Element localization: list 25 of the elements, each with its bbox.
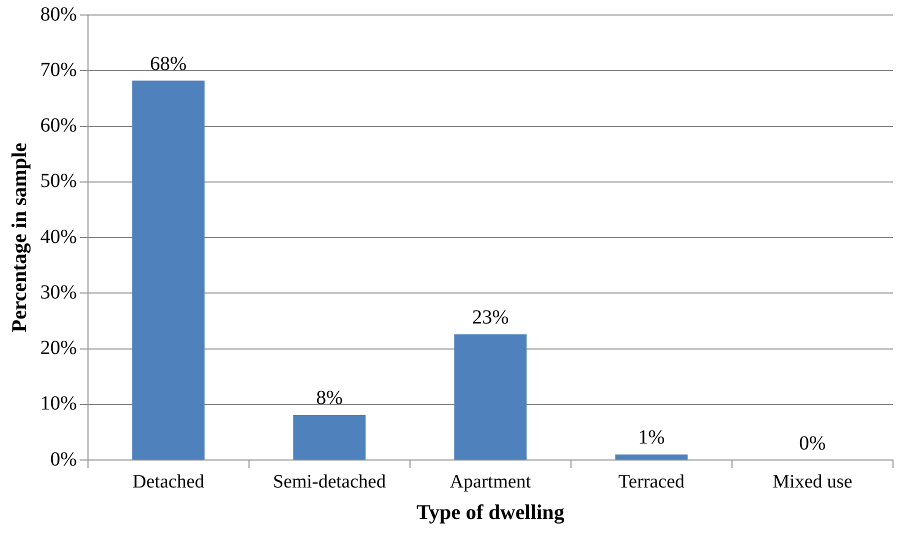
y-axis-title: Percentage in sample <box>7 142 32 332</box>
bar <box>132 80 205 460</box>
data-label: 0% <box>799 432 826 454</box>
data-label: 23% <box>472 306 509 329</box>
x-tick-label: Mixed use <box>772 471 852 492</box>
y-tick-label: 80% <box>40 3 77 26</box>
data-label: 1% <box>638 426 665 449</box>
bar <box>615 454 688 460</box>
x-tick-label: Semi-detached <box>272 471 386 492</box>
y-tick-label: 70% <box>40 58 77 81</box>
bar <box>293 414 366 460</box>
y-tick-label: 20% <box>40 337 77 359</box>
x-tick-label: Apartment <box>450 471 532 492</box>
x-tick-label: Terraced <box>618 471 686 492</box>
bar <box>454 334 527 460</box>
y-tick-label: 40% <box>40 226 77 248</box>
x-tick-label: Detached <box>132 471 205 492</box>
data-label: 68% <box>150 52 187 75</box>
y-tick-label: 50% <box>40 170 77 192</box>
y-tick-label: 10% <box>40 392 77 415</box>
y-tick-label: 30% <box>40 281 77 304</box>
x-axis-title: Type of dwelling <box>416 500 565 524</box>
y-tick-label: 60% <box>40 114 77 136</box>
data-label: 8% <box>316 387 343 410</box>
y-tick-label: 0% <box>50 448 77 470</box>
